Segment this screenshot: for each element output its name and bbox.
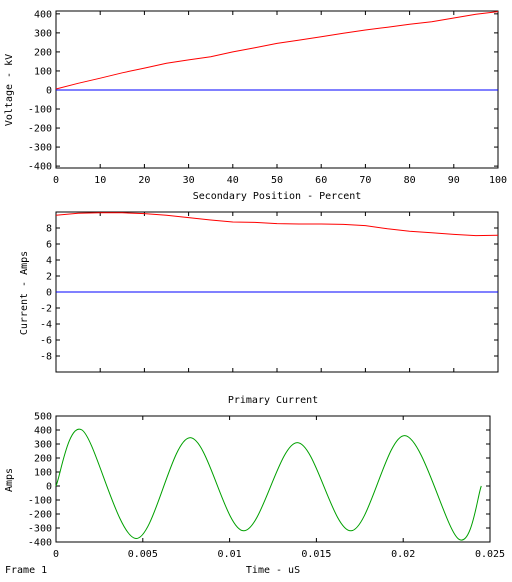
voltage-y-tick-label: 400 bbox=[34, 9, 52, 20]
primary-current-x-axis-label: Time - uS bbox=[246, 565, 300, 576]
voltage-x-tick-label: 40 bbox=[227, 175, 239, 186]
voltage-x-tick-label: 10 bbox=[94, 175, 106, 186]
primary-current-chart: Primary Current -400 -300 -200 -100 0 100 200 3… bbox=[4, 395, 505, 576]
current-y-tick-label: 4 bbox=[46, 256, 52, 267]
current-y-tick-label: -6 bbox=[40, 336, 52, 347]
primary-current-y-tick-label: -300 bbox=[28, 524, 52, 535]
primary-current-plot-frame bbox=[55, 415, 491, 543]
primary-current-x-tick-label: 0.005 bbox=[128, 549, 158, 560]
voltage-y-axis-label: Voltage - kV bbox=[4, 54, 15, 126]
primary-current-y-tick-label: 0 bbox=[46, 482, 52, 493]
voltage-series bbox=[55, 11, 499, 91]
current-y-axis: -8 -6 -4 -2 0 2 4 6 8 bbox=[40, 224, 498, 363]
primary-current-y-tick-label: 400 bbox=[34, 426, 52, 437]
voltage-x-tick-label: 20 bbox=[138, 175, 150, 186]
primary-current-x-tick-label: 0 bbox=[53, 549, 59, 560]
voltage-x-axis-label: Secondary Position - Percent bbox=[193, 191, 362, 202]
primary-current-y-tick-label: 500 bbox=[34, 412, 52, 423]
voltage-y-tick-label: -100 bbox=[28, 105, 52, 116]
voltage-y-tick-label: -300 bbox=[28, 143, 52, 154]
voltage-y-tick-label: 100 bbox=[34, 66, 52, 77]
current-y-tick-label: 0 bbox=[46, 288, 52, 299]
voltage-y-tick-label: 0 bbox=[46, 85, 52, 96]
voltage-chart: -400 -300 -200 -100 0 100 200 300 400 0 10 20 30 40 5… bbox=[4, 9, 507, 202]
current-chart: -8 -6 -4 -2 0 2 4 6 8 Current - Amps bbox=[19, 211, 499, 373]
current-y-tick-label: 6 bbox=[46, 240, 52, 251]
current-series bbox=[55, 212, 499, 293]
primary-current-y-tick-label: -100 bbox=[28, 496, 52, 507]
primary-current-y-tick-label: -200 bbox=[28, 510, 52, 521]
current-y-tick-label: -8 bbox=[40, 352, 52, 363]
primary-current-y-tick-label: 100 bbox=[34, 468, 52, 479]
primary-current-x-tick-label: 0.01 bbox=[218, 549, 242, 560]
primary-current-y-tick-label: -400 bbox=[28, 538, 52, 549]
voltage-x-tick-label: 50 bbox=[271, 175, 283, 186]
voltage-y-tick-label: -400 bbox=[28, 162, 52, 173]
voltage-x-axis: 0 10 20 30 40 50 60 70 80 90 100 bbox=[53, 11, 507, 186]
primary-current-x-tick-label: 0.02 bbox=[391, 549, 415, 560]
voltage-x-tick-label: 30 bbox=[183, 175, 195, 186]
primary-current-x-axis: 0 0.005 0.01 0.015 0.02 0.025 bbox=[53, 416, 505, 560]
current-y-tick-label: -4 bbox=[40, 320, 52, 331]
voltage-x-tick-label: 70 bbox=[359, 175, 371, 186]
voltage-x-tick-label: 60 bbox=[315, 175, 327, 186]
current-y-tick-label: 2 bbox=[46, 272, 52, 283]
voltage-y-tick-label: 300 bbox=[34, 28, 52, 39]
voltage-x-tick-label: 100 bbox=[489, 175, 507, 186]
voltage-x-tick-label: 80 bbox=[404, 175, 416, 186]
primary-current-title: Primary Current bbox=[228, 395, 318, 406]
primary-current-x-tick-label: 0.025 bbox=[475, 549, 505, 560]
primary-current-y-axis: -400 -300 -200 -100 0 100 200 300 400 500 bbox=[28, 412, 490, 549]
voltage-x-tick-label: 90 bbox=[448, 175, 460, 186]
frame-label: Frame 1 bbox=[5, 565, 48, 576]
current-y-axis-label: Current - Amps bbox=[19, 251, 30, 335]
current-y-tick-label: -2 bbox=[40, 304, 52, 315]
current-y-tick-label: 8 bbox=[46, 224, 52, 235]
primary-current-x-tick-label: 0.015 bbox=[301, 549, 331, 560]
voltage-x-tick-label: 0 bbox=[53, 175, 59, 186]
voltage-y-tick-label: 200 bbox=[34, 47, 52, 58]
primary-current-y-axis-label: Amps bbox=[4, 468, 15, 492]
voltage-series-line bbox=[55, 11, 499, 90]
primary-current-y-tick-label: 300 bbox=[34, 440, 52, 451]
primary-current-series-line bbox=[55, 428, 482, 541]
voltage-y-axis: -400 -300 -200 -100 0 100 200 300 400 bbox=[28, 9, 498, 173]
primary-current-series bbox=[55, 428, 482, 541]
primary-current-y-tick-label: 200 bbox=[34, 454, 52, 465]
voltage-y-tick-label: -200 bbox=[28, 124, 52, 135]
current-series-line bbox=[55, 212, 499, 237]
